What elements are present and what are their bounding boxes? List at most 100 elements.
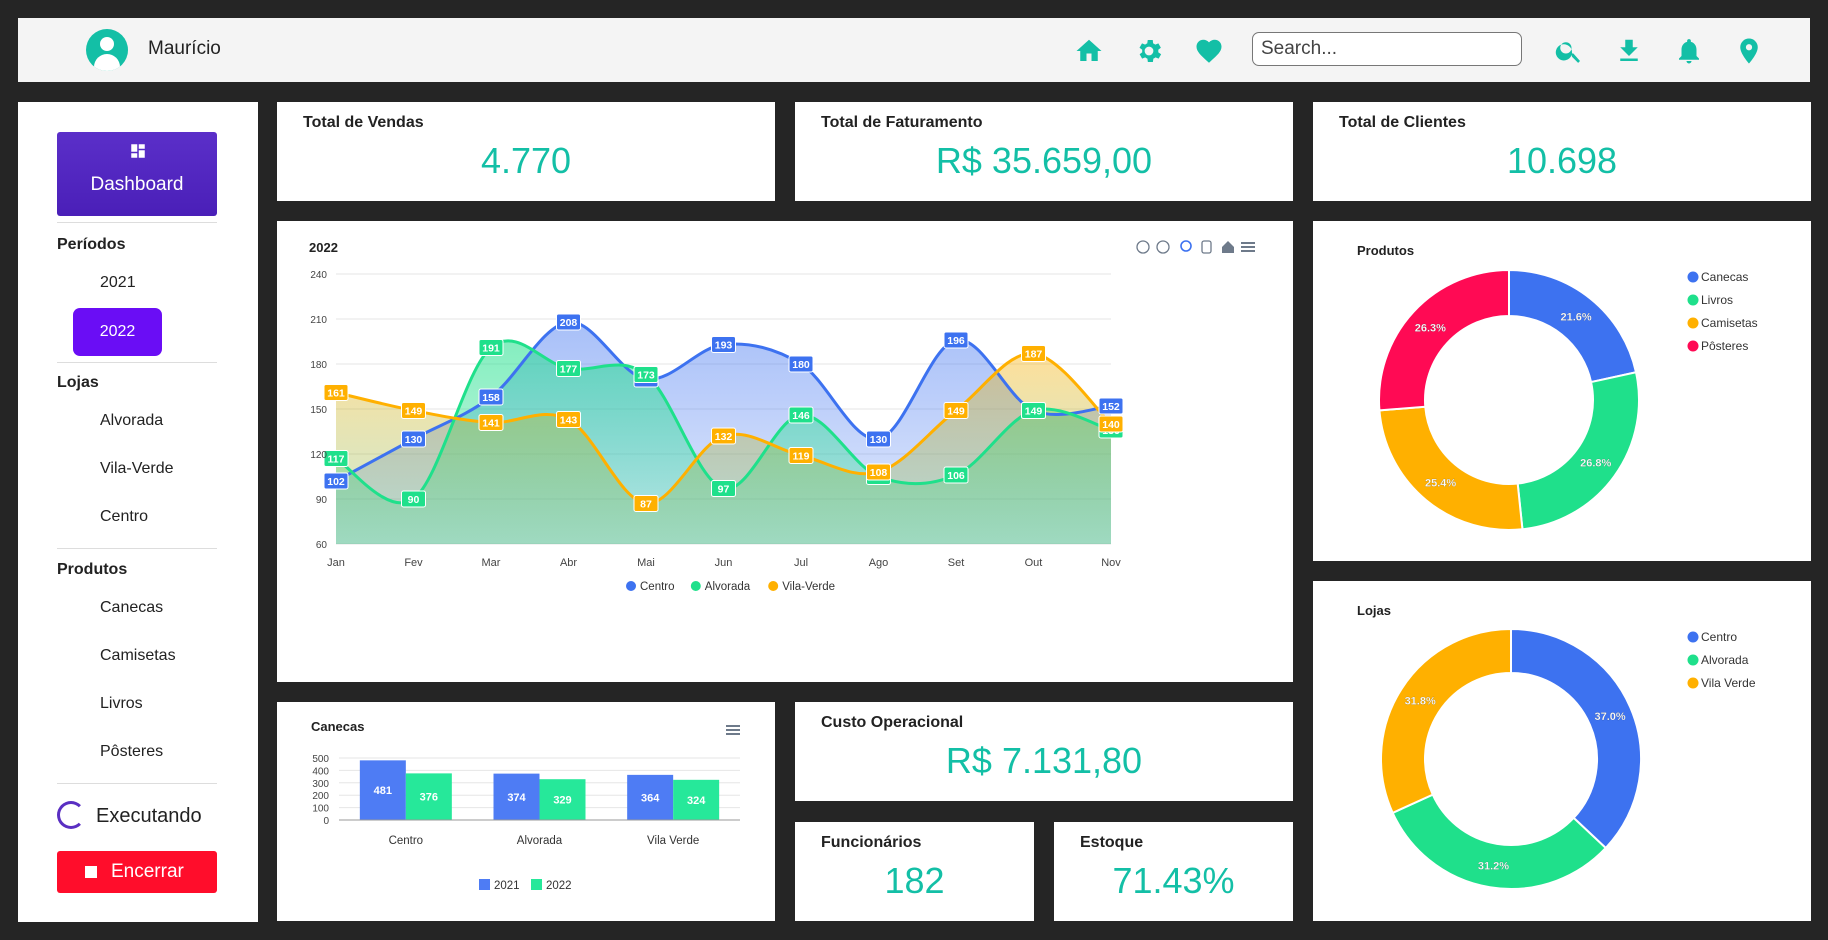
donut-slice[interactable] — [1378, 405, 1524, 531]
divider — [57, 362, 217, 363]
reset-home-icon[interactable] — [1222, 241, 1234, 253]
data-label: 149 — [943, 402, 969, 419]
zoom-out-icon[interactable] — [1156, 240, 1170, 254]
data-label: 106 — [943, 466, 969, 484]
product-canecas[interactable]: Canecas — [100, 599, 164, 616]
bar[interactable] — [627, 774, 674, 820]
x-tick-label: Mar — [482, 557, 501, 569]
svg-text:140: 140 — [1102, 419, 1120, 431]
donut-slice[interactable] — [1516, 371, 1640, 531]
product-posteres[interactable]: Pôsteres — [100, 743, 164, 760]
data-label: 97 — [711, 480, 736, 497]
store-vila-verde[interactable]: Vila-Verde — [100, 460, 174, 477]
svg-text:Vila-Verde: Vila-Verde — [782, 581, 835, 593]
bar-value-label: 324 — [687, 795, 706, 807]
legend-item[interactable]: Alvorada — [690, 581, 751, 593]
legend-item[interactable]: Livros — [1687, 293, 1734, 307]
product-camisetas[interactable]: Camisetas — [100, 647, 176, 664]
bar[interactable] — [493, 773, 540, 820]
download-icon[interactable] — [1614, 36, 1644, 66]
x-tick-label: Ago — [869, 557, 889, 569]
slice-percent-label: 37.0% — [1595, 711, 1626, 723]
bar[interactable] — [405, 773, 452, 820]
data-label: 187 — [1021, 345, 1046, 362]
donut-slice[interactable] — [1380, 627, 1512, 815]
y-tick-label: 210 — [310, 315, 327, 326]
stop-button[interactable]: Encerrar — [57, 851, 217, 893]
search-icon[interactable] — [1554, 36, 1584, 66]
svg-text:187: 187 — [1025, 349, 1043, 361]
svg-text:193: 193 — [715, 340, 733, 352]
period-2021[interactable]: 2021 — [100, 274, 136, 291]
legend-item[interactable]: 2021 — [479, 879, 520, 892]
slice-percent-label: 26.3% — [1415, 322, 1446, 334]
svg-text:108: 108 — [870, 467, 888, 479]
legend-item[interactable]: Alvorada — [1687, 653, 1749, 667]
slice-percent-label: 31.2% — [1478, 861, 1509, 873]
kpi-title: Total de Faturamento — [821, 114, 983, 131]
search-input[interactable] — [1252, 32, 1522, 66]
location-pin-icon[interactable] — [1734, 36, 1764, 66]
dashboard-button[interactable]: Dashboard — [57, 132, 217, 216]
divider — [57, 783, 217, 784]
svg-text:143: 143 — [560, 415, 578, 427]
kpi-title: Custo Operacional — [821, 714, 964, 731]
home-icon[interactable] — [1074, 36, 1104, 66]
data-label: 191 — [478, 339, 504, 356]
store-alvorada[interactable]: Alvorada — [100, 412, 164, 429]
svg-text:Alvorada: Alvorada — [1701, 653, 1749, 667]
donut-slice[interactable] — [1510, 627, 1642, 850]
x-tick-label: Jan — [327, 557, 345, 569]
kpi-total-sales: Total de Vendas 4.770 — [277, 102, 775, 201]
y-tick-label: 90 — [316, 495, 328, 506]
legend-item[interactable]: 2022 — [531, 879, 572, 892]
top-bar: Maurício — [18, 18, 1810, 82]
zoom-select-icon[interactable] — [1180, 240, 1192, 252]
chart-menu-icon[interactable] — [726, 725, 740, 735]
pan-hand-icon[interactable] — [1201, 240, 1212, 254]
svg-text:90: 90 — [408, 494, 420, 506]
legend-item[interactable]: Centro — [1687, 630, 1738, 644]
kpi-employees: Funcionários 182 — [795, 822, 1034, 921]
bell-icon[interactable] — [1674, 36, 1704, 66]
legend-item[interactable]: Camisetas — [1687, 316, 1758, 330]
svg-text:149: 149 — [1025, 406, 1043, 418]
bar[interactable] — [359, 760, 406, 820]
slice-percent-label: 26.8% — [1580, 458, 1611, 470]
gear-icon[interactable] — [1134, 36, 1164, 66]
store-centro[interactable]: Centro — [100, 508, 149, 525]
legend-item[interactable]: Centro — [626, 581, 675, 593]
chart-toolbar — [1136, 240, 1255, 254]
kpi-total-revenue: Total de Faturamento R$ 35.659,00 — [795, 102, 1293, 201]
donut-slice[interactable] — [1378, 268, 1510, 412]
product-livros[interactable]: Livros — [100, 695, 143, 712]
x-tick-label: Out — [1025, 557, 1043, 569]
data-label: 140 — [1098, 415, 1124, 433]
svg-text:97: 97 — [718, 484, 730, 496]
donut-slice[interactable] — [1391, 793, 1608, 890]
period-2022-active[interactable]: 2022 — [73, 308, 162, 356]
divider — [57, 222, 217, 223]
svg-text:119: 119 — [793, 451, 810, 463]
bar[interactable] — [673, 779, 720, 820]
data-label: 146 — [788, 406, 814, 424]
area-fill-vila-verde — [336, 353, 1111, 544]
heart-icon[interactable] — [1194, 36, 1224, 66]
svg-text:196: 196 — [947, 335, 965, 347]
legend-item[interactable]: Canecas — [1687, 270, 1749, 284]
chart-menu-icon[interactable] — [1241, 242, 1255, 252]
legend-item[interactable]: Vila-Verde — [768, 581, 835, 593]
legend-item[interactable]: Vila Verde — [1687, 676, 1756, 690]
data-label: 152 — [1098, 397, 1124, 415]
data-label: 180 — [788, 355, 814, 373]
user-avatar-icon[interactable] — [86, 29, 128, 71]
donut-slice[interactable] — [1508, 268, 1638, 384]
legend-item[interactable]: Pôsteres — [1687, 339, 1749, 353]
svg-text:102: 102 — [327, 476, 345, 488]
svg-text:132: 132 — [715, 431, 733, 443]
zoom-in-icon[interactable] — [1136, 240, 1150, 254]
y-tick-label: 240 — [310, 270, 327, 281]
bar[interactable] — [539, 779, 586, 820]
x-tick-label: Abr — [560, 557, 577, 569]
products-donut-chart: Produtos 21.6% 26.8% 25.4% 26.3% Canecas Livro… — [1357, 243, 1758, 531]
